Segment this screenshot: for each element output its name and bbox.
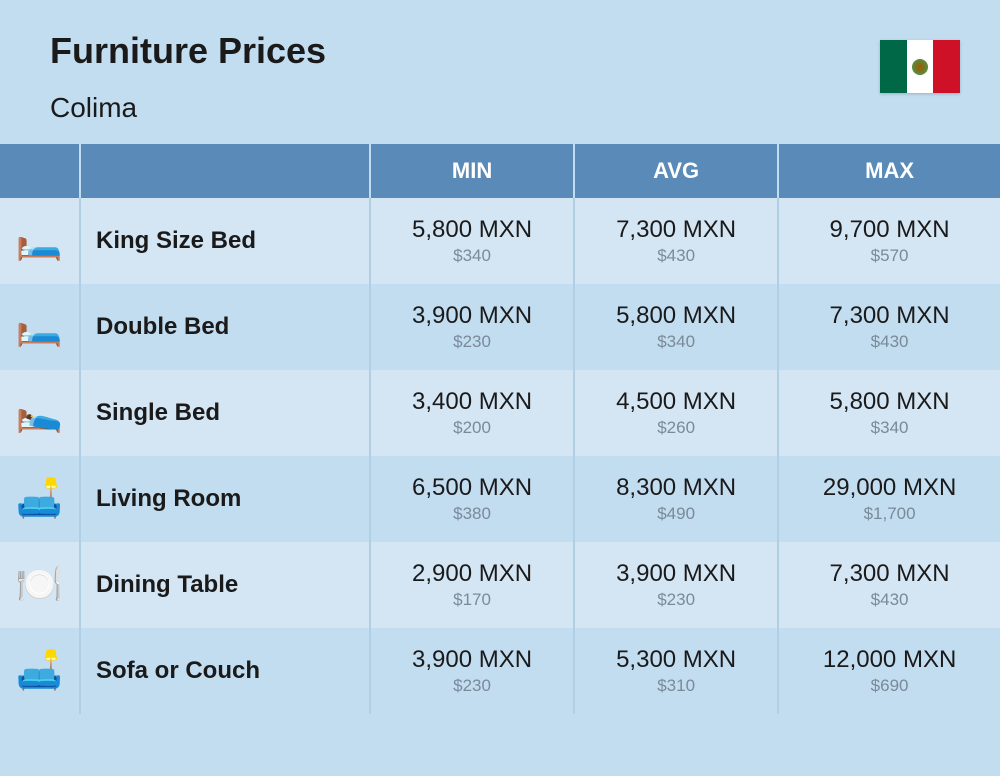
- price-cell-avg: 8,300 MXN$490: [574, 456, 778, 542]
- price-usd: $170: [381, 590, 563, 610]
- price-mxn: 4,500 MXN: [585, 388, 767, 416]
- price-cell-avg: 7,300 MXN$430: [574, 198, 778, 284]
- item-label: King Size Bed: [80, 198, 370, 284]
- price-cell-max: 9,700 MXN$570: [778, 198, 1000, 284]
- price-cell-max: 12,000 MXN$690: [778, 628, 1000, 714]
- price-cell-min: 2,900 MXN$170: [370, 542, 574, 628]
- price-cell-max: 7,300 MXN$430: [778, 284, 1000, 370]
- price-mxn: 8,300 MXN: [585, 474, 767, 502]
- price-usd: $340: [789, 418, 990, 438]
- flag-stripe-green: [880, 40, 907, 93]
- item-label: Sofa or Couch: [80, 628, 370, 714]
- price-cell-min: 5,800 MXN$340: [370, 198, 574, 284]
- price-cell-avg: 5,300 MXN$310: [574, 628, 778, 714]
- price-cell-avg: 5,800 MXN$340: [574, 284, 778, 370]
- price-mxn: 12,000 MXN: [789, 646, 990, 674]
- price-mxn: 29,000 MXN: [789, 474, 990, 502]
- price-cell-min: 3,900 MXN$230: [370, 628, 574, 714]
- price-mxn: 5,800 MXN: [585, 302, 767, 330]
- price-usd: $310: [585, 676, 767, 696]
- col-max: MAX: [778, 144, 1000, 198]
- table-row: 🛌Single Bed3,400 MXN$2004,500 MXN$2605,8…: [0, 370, 1000, 456]
- price-mxn: 3,400 MXN: [381, 388, 563, 416]
- item-label: Double Bed: [80, 284, 370, 370]
- price-cell-max: 29,000 MXN$1,700: [778, 456, 1000, 542]
- price-mxn: 5,800 MXN: [381, 216, 563, 244]
- price-cell-min: 3,400 MXN$200: [370, 370, 574, 456]
- price-usd: $200: [381, 418, 563, 438]
- price-mxn: 7,300 MXN: [789, 560, 990, 588]
- price-usd: $230: [381, 332, 563, 352]
- price-cell-max: 7,300 MXN$430: [778, 542, 1000, 628]
- price-table: MIN AVG MAX 🛏️King Size Bed5,800 MXN$340…: [0, 144, 1000, 714]
- price-usd: $230: [585, 590, 767, 610]
- mexico-flag-icon: [880, 40, 960, 93]
- flag-stripe-white: [907, 40, 934, 93]
- furniture-icon: 🛏️: [0, 284, 80, 370]
- flag-emblem-icon: [912, 59, 928, 75]
- price-mxn: 6,500 MXN: [381, 474, 563, 502]
- col-item: [80, 144, 370, 198]
- price-cell-avg: 4,500 MXN$260: [574, 370, 778, 456]
- price-usd: $490: [585, 504, 767, 524]
- price-mxn: 9,700 MXN: [789, 216, 990, 244]
- furniture-icon: 🍽️: [0, 542, 80, 628]
- price-mxn: 3,900 MXN: [585, 560, 767, 588]
- price-usd: $430: [789, 332, 990, 352]
- price-mxn: 2,900 MXN: [381, 560, 563, 588]
- furniture-icon: 🛋️: [0, 628, 80, 714]
- price-usd: $430: [585, 246, 767, 266]
- price-mxn: 3,900 MXN: [381, 302, 563, 330]
- price-cell-max: 5,800 MXN$340: [778, 370, 1000, 456]
- item-label: Single Bed: [80, 370, 370, 456]
- furniture-icon: 🛏️: [0, 198, 80, 284]
- col-avg: AVG: [574, 144, 778, 198]
- price-usd: $690: [789, 676, 990, 696]
- price-cell-min: 6,500 MXN$380: [370, 456, 574, 542]
- price-usd: $430: [789, 590, 990, 610]
- table-row: 🛏️King Size Bed5,800 MXN$3407,300 MXN$43…: [0, 198, 1000, 284]
- col-icon: [0, 144, 80, 198]
- price-mxn: 3,900 MXN: [381, 646, 563, 674]
- price-usd: $340: [585, 332, 767, 352]
- item-label: Living Room: [80, 456, 370, 542]
- price-cell-min: 3,900 MXN$230: [370, 284, 574, 370]
- col-min: MIN: [370, 144, 574, 198]
- price-cell-avg: 3,900 MXN$230: [574, 542, 778, 628]
- table-row: 🛋️Living Room6,500 MXN$3808,300 MXN$4902…: [0, 456, 1000, 542]
- price-mxn: 7,300 MXN: [585, 216, 767, 244]
- price-usd: $570: [789, 246, 990, 266]
- price-usd: $1,700: [789, 504, 990, 524]
- header: Furniture Prices Colima: [0, 0, 1000, 144]
- item-label: Dining Table: [80, 542, 370, 628]
- page-title: Furniture Prices: [50, 30, 950, 72]
- price-usd: $260: [585, 418, 767, 438]
- table-row: 🍽️Dining Table2,900 MXN$1703,900 MXN$230…: [0, 542, 1000, 628]
- furniture-icon: 🛋️: [0, 456, 80, 542]
- price-mxn: 7,300 MXN: [789, 302, 990, 330]
- price-mxn: 5,300 MXN: [585, 646, 767, 674]
- table-header-row: MIN AVG MAX: [0, 144, 1000, 198]
- flag-stripe-red: [933, 40, 960, 93]
- page-subtitle: Colima: [50, 92, 950, 124]
- table-row: 🛋️Sofa or Couch3,900 MXN$2305,300 MXN$31…: [0, 628, 1000, 714]
- price-mxn: 5,800 MXN: [789, 388, 990, 416]
- price-usd: $230: [381, 676, 563, 696]
- table-row: 🛏️Double Bed3,900 MXN$2305,800 MXN$3407,…: [0, 284, 1000, 370]
- furniture-icon: 🛌: [0, 370, 80, 456]
- price-usd: $340: [381, 246, 563, 266]
- price-usd: $380: [381, 504, 563, 524]
